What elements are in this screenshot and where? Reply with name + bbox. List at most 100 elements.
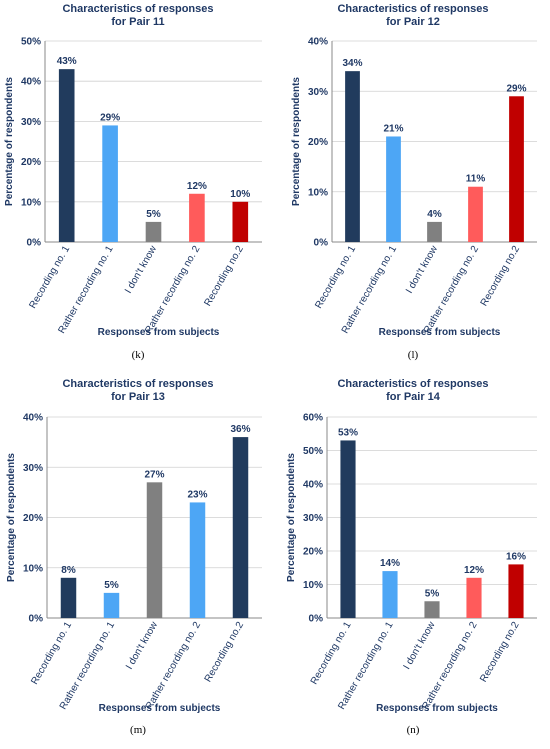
y-tick-label: 40% [303, 480, 323, 491]
y-tick-label: 30% [308, 87, 328, 98]
data-label: 12% [187, 181, 207, 192]
y-tick-label: 50% [303, 446, 323, 457]
chart-title: Characteristics of responses [337, 3, 488, 15]
y-tick-label: 30% [21, 117, 41, 128]
y-tick-label: 0% [29, 614, 44, 625]
y-tick-label: 10% [21, 197, 41, 208]
chart-panel-l: Characteristics of responses for Pair 12 0… [275, 0, 550, 374]
data-label: 23% [187, 489, 207, 500]
x-tick-label: Recording no. 1 [29, 620, 74, 687]
x-axis-label: Responses from subjects [98, 327, 220, 338]
data-label: 12% [464, 565, 484, 576]
y-tick-label: 10% [23, 563, 43, 574]
data-label: 34% [342, 58, 362, 69]
chart-title: Characteristics of responses [62, 378, 213, 390]
data-label: 8% [61, 565, 76, 576]
x-tick-label: I don't know [402, 619, 438, 671]
chart-title: for Pair 13 [111, 391, 165, 403]
bar [145, 221, 162, 242]
x-tick-label: I don't know [404, 243, 440, 295]
chart-title: Characteristics of responses [337, 378, 488, 390]
bar [466, 577, 482, 618]
data-label: 27% [144, 469, 164, 480]
data-label: 29% [506, 83, 526, 94]
y-axis-label: Percentage of respondents [286, 453, 297, 582]
bar [508, 564, 524, 618]
x-tick-label: Recording no.2 [478, 620, 522, 685]
y-tick-label: 20% [308, 137, 328, 148]
bar [103, 592, 120, 618]
data-label: 43% [57, 56, 77, 67]
x-axis-label: Responses from subjects [379, 327, 501, 338]
x-tick-label: I don't know [124, 619, 160, 671]
x-axis-label: Responses from subjects [376, 703, 498, 714]
y-tick-label: 40% [23, 413, 43, 424]
x-tick-label: Recording no. 1 [309, 620, 354, 687]
bar [424, 601, 440, 618]
y-tick-label: 50% [21, 37, 41, 48]
data-label: 11% [466, 174, 486, 185]
data-label: 21% [383, 123, 403, 134]
bar [427, 221, 442, 242]
bar [345, 71, 360, 243]
y-tick-label: 0% [309, 614, 324, 625]
data-label: 29% [100, 112, 120, 123]
y-tick-label: 10% [308, 187, 328, 198]
y-tick-label: 30% [23, 463, 43, 474]
panel-caption: (k) [132, 349, 145, 361]
bar [468, 186, 483, 242]
chart-panel-k: Characteristics of responses for Pair 11 0… [0, 0, 275, 374]
bar [60, 577, 77, 618]
bar [146, 482, 163, 618]
data-label: 5% [146, 209, 161, 220]
y-axis-label: Percentage of respondents [291, 77, 302, 206]
data-label: 14% [380, 558, 400, 569]
y-axis-label: Percentage of respondents [6, 453, 17, 582]
bar [382, 571, 398, 618]
panel-caption: (n) [407, 724, 420, 736]
y-tick-label: 20% [23, 513, 43, 524]
x-tick-label: Recording no. 1 [27, 244, 72, 311]
bar [386, 136, 401, 242]
chart-title: for Pair 14 [386, 391, 441, 403]
chart-title: for Pair 11 [111, 16, 164, 28]
y-tick-label: 60% [303, 413, 323, 424]
y-tick-label: 0% [314, 238, 329, 249]
panel-caption: (m) [130, 724, 146, 736]
x-tick-label: Recording no. 1 [313, 244, 358, 311]
y-tick-label: 20% [303, 547, 323, 558]
bar [232, 201, 249, 242]
data-label: 53% [338, 427, 358, 438]
chart-panel-n: Characteristics of responses for Pair 14 0… [275, 375, 550, 749]
chart-panel-m: Characteristics of responses for Pair 13 0… [0, 375, 275, 749]
chart-title: Characteristics of responses [62, 3, 213, 15]
chart-title: for Pair 12 [386, 16, 440, 28]
bar [232, 437, 249, 618]
y-tick-label: 0% [27, 238, 42, 249]
y-tick-label: 40% [308, 37, 328, 48]
y-axis-label: Percentage of respondents [4, 77, 15, 206]
bar [189, 502, 206, 618]
panel-caption: (l) [408, 349, 419, 361]
data-label: 5% [104, 580, 119, 591]
y-tick-label: 40% [21, 77, 41, 88]
x-axis-label: Responses from subjects [99, 703, 221, 714]
data-label: 36% [230, 424, 250, 435]
y-tick-label: 10% [303, 580, 323, 591]
bar [189, 193, 205, 242]
data-label: 4% [427, 209, 442, 220]
x-tick-label: Recording no.2 [479, 244, 523, 309]
bar [340, 440, 356, 618]
x-tick-label: Recording no.2 [202, 244, 246, 309]
data-label: 10% [230, 189, 250, 200]
data-label: 5% [425, 588, 440, 599]
y-tick-label: 30% [303, 513, 323, 524]
x-tick-label: Recording no.2 [203, 620, 247, 685]
y-tick-label: 20% [21, 157, 41, 168]
bar [509, 96, 524, 243]
bar [102, 125, 118, 242]
